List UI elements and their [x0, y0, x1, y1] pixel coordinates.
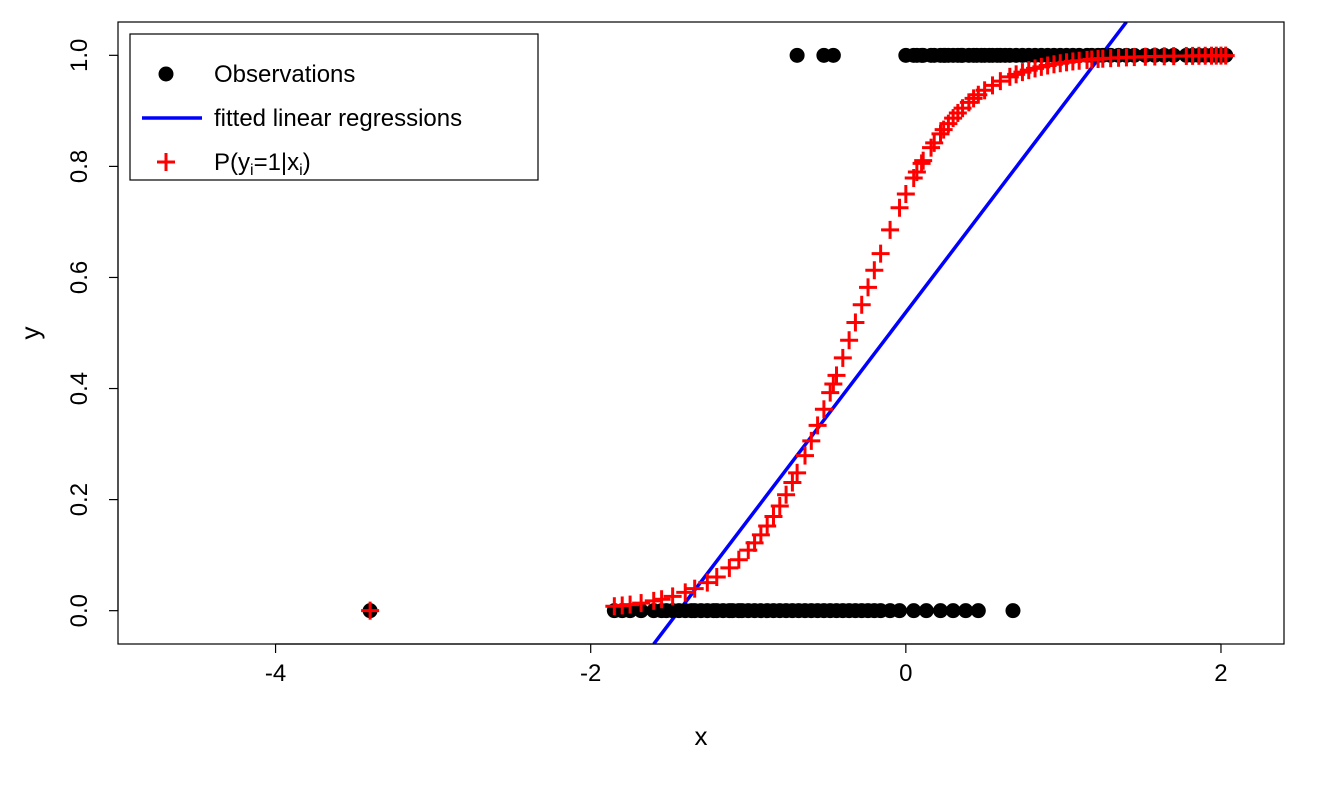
observation-point: [971, 603, 986, 618]
y-tick-label: 0.2: [66, 483, 93, 516]
y-tick-label: 0.4: [66, 372, 93, 405]
y-tick-label: 0.0: [66, 594, 93, 627]
x-tick-label: 2: [1214, 660, 1227, 687]
chart-svg: -4 -2 0 2 x 0.0 0.2 0.4 0.6 0.8 1.0 y Observations fi…: [0, 0, 1344, 806]
y-tick-label: 0.8: [66, 150, 93, 183]
x-axis-label: x: [695, 721, 708, 751]
observation-point: [790, 48, 805, 63]
x-tick-label: 0: [899, 660, 912, 687]
x-tick-label: -2: [580, 660, 601, 687]
logistic-regression-chart: -4 -2 0 2 x 0.0 0.2 0.4 0.6 0.8 1.0 y Observations fi…: [0, 0, 1344, 806]
observation-point: [1005, 603, 1020, 618]
observation-point: [919, 603, 934, 618]
y-tick-label: 0.6: [66, 261, 93, 294]
y-axis-label: y: [15, 327, 45, 340]
x-tick-label: -4: [265, 660, 286, 687]
legend-marker-circle-icon: [159, 67, 174, 82]
y-tick-label: 1.0: [66, 39, 93, 72]
legend-label: P(yi=1|xi): [214, 149, 311, 179]
legend-label: Observations: [214, 61, 355, 88]
legend-label: fitted linear regressions: [214, 105, 462, 132]
observation-point: [826, 48, 841, 63]
observation-point: [892, 603, 907, 618]
